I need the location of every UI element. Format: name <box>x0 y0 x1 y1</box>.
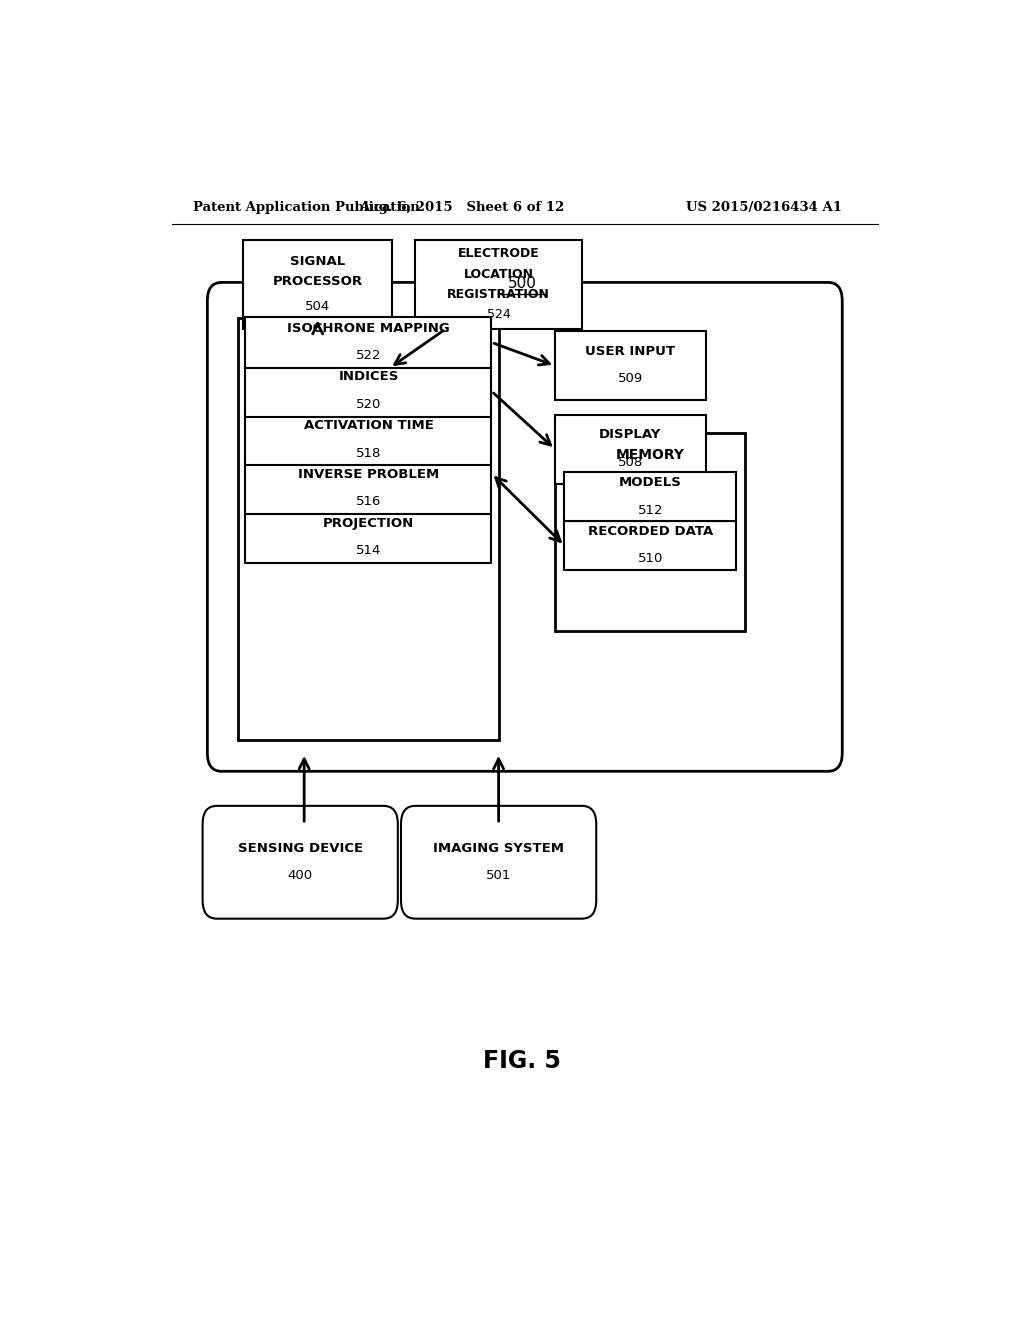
Text: PROCESSOR: PROCESSOR <box>272 275 362 288</box>
Text: 512: 512 <box>637 503 663 516</box>
Bar <box>555 331 706 400</box>
Text: SIGNAL: SIGNAL <box>290 255 345 268</box>
Text: LOCATION: LOCATION <box>464 268 534 281</box>
Bar <box>555 414 706 483</box>
Text: 524: 524 <box>486 309 511 322</box>
Text: USER INPUT: USER INPUT <box>586 345 676 358</box>
Bar <box>564 473 736 521</box>
Text: 504: 504 <box>305 300 331 313</box>
Text: MEMORY: MEMORY <box>615 449 685 462</box>
Bar <box>246 512 492 562</box>
Bar <box>243 240 392 329</box>
Bar <box>555 433 745 631</box>
Text: 509: 509 <box>617 372 643 385</box>
Bar <box>246 463 492 515</box>
Text: Aug. 6, 2015   Sheet 6 of 12: Aug. 6, 2015 Sheet 6 of 12 <box>358 201 564 214</box>
Bar <box>416 240 582 329</box>
Text: IMAGING SYSTEM: IMAGING SYSTEM <box>433 842 564 854</box>
Text: REGISTRATION: REGISTRATION <box>447 288 550 301</box>
Text: 514: 514 <box>355 544 381 557</box>
Text: MODELS: MODELS <box>618 477 682 490</box>
Bar <box>246 366 492 417</box>
Text: 520: 520 <box>355 397 381 411</box>
Text: 510: 510 <box>638 552 663 565</box>
Text: US 2015/0216434 A1: US 2015/0216434 A1 <box>686 201 842 214</box>
Text: PROJECTION: PROJECTION <box>323 517 414 529</box>
Text: INVERSE PROBLEM: INVERSE PROBLEM <box>298 469 439 480</box>
Bar <box>246 414 492 466</box>
Text: RECORDED DATA: RECORDED DATA <box>588 525 713 539</box>
Bar <box>564 521 736 570</box>
Text: 518: 518 <box>355 446 381 459</box>
FancyBboxPatch shape <box>401 805 596 919</box>
Text: SENSING DEVICE: SENSING DEVICE <box>238 842 362 854</box>
Text: 506: 506 <box>637 470 664 484</box>
Text: 500: 500 <box>508 276 537 290</box>
Text: ISOCHRONE MAPPING: ISOCHRONE MAPPING <box>287 322 450 335</box>
Text: 516: 516 <box>355 495 381 508</box>
Text: ELECTRODE: ELECTRODE <box>458 247 540 260</box>
FancyBboxPatch shape <box>203 805 397 919</box>
Text: ACTIVATION TIME: ACTIVATION TIME <box>303 420 433 432</box>
Text: 400: 400 <box>288 869 312 882</box>
Text: Patent Application Publication: Patent Application Publication <box>194 201 420 214</box>
Text: 508: 508 <box>617 455 643 469</box>
Bar <box>238 318 500 739</box>
Text: PROCESSOR: PROCESSOR <box>322 334 416 347</box>
Bar <box>246 317 492 368</box>
Text: FIG. 5: FIG. 5 <box>483 1049 561 1073</box>
FancyBboxPatch shape <box>207 282 842 771</box>
Text: INDICES: INDICES <box>338 371 398 383</box>
Text: 522: 522 <box>355 348 381 362</box>
Text: 501: 501 <box>486 869 511 882</box>
Text: DISPLAY: DISPLAY <box>599 429 662 441</box>
Text: 502: 502 <box>355 355 382 370</box>
